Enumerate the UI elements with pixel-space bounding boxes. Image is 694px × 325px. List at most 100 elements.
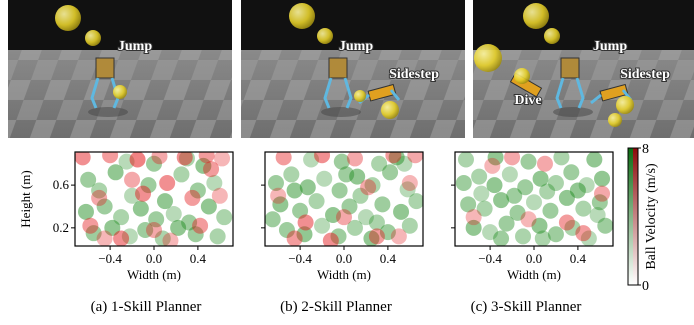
ball-point [130,151,146,167]
ball-point [133,201,149,217]
scene-content: JumpSidestep [241,0,465,138]
caption: (a) 1-Skill Planner [91,299,202,315]
ball [514,68,530,84]
scene-label: Jump [339,39,373,54]
ball-point [212,188,228,204]
ball-point [526,194,542,210]
ball-point [283,166,299,182]
ball-point [570,182,586,198]
ball-point [499,216,515,232]
ball-point [102,147,118,163]
ball-point [594,186,610,202]
ball-point [369,215,385,231]
figure: JumpJumpSidestepJumpSidestepDive−0.40.00… [0,0,694,320]
ball [381,101,399,119]
ball [544,28,560,44]
plot-area [75,147,233,248]
scene-content: JumpSidestepDive [473,0,694,138]
ball-point [270,188,286,204]
ball-point [537,156,553,172]
ball-point [82,218,98,234]
y-tick-label: 0.6 [53,177,70,192]
ball [616,96,634,114]
scene-label: Jump [593,39,627,54]
ball-point [135,186,151,202]
y-axis-label: Height (m) [18,170,33,227]
ball [55,5,81,31]
scene-content: Jump [8,0,232,138]
ball-point [535,231,551,247]
ball [289,3,315,29]
ball [317,28,333,44]
floor-checks [473,50,694,138]
ball [85,30,101,46]
scene-image: JumpSidestep [241,0,465,138]
scene-label: Dive [514,93,541,108]
x-tick-label: 0.0 [146,251,162,266]
ball-point [91,190,107,206]
ball-point [471,169,487,185]
ball [523,3,549,29]
scene-image: JumpSidestepDive [473,0,694,138]
robot-body [561,58,579,78]
scene-image: Jump [8,0,232,138]
ball-point [97,231,113,247]
ball-point [309,193,325,209]
ball-point [287,231,303,247]
ball-point [408,193,424,209]
page: JumpJumpSidestepJumpSidestepDive−0.40.00… [0,0,694,320]
plot-area [265,147,425,248]
ball-point [563,164,579,180]
ball-point [210,228,226,244]
ball-point [586,151,602,167]
ball-point [456,175,472,191]
x-tick-label: −0.4 [288,251,312,266]
colorbar-tick-label: 0 [642,279,649,294]
ball [113,85,127,99]
caption: (b) 2-Skill Planner [280,299,392,315]
ball-point [287,182,303,198]
ball-point [113,231,129,247]
ball-point [265,211,281,227]
robot-body [96,58,114,78]
ball-point [484,158,500,174]
ball-point [542,203,558,219]
ball-point [385,147,401,163]
ball-point [192,218,208,234]
ball-point [594,171,610,187]
ball-point [159,175,175,191]
robot-shadow [553,107,593,117]
caption: (c) 3-Skill Planner [471,299,582,315]
robot-body [329,58,347,78]
x-tick-label: −0.4 [98,251,122,266]
ball-point [298,215,314,231]
ball-point [203,161,219,177]
ball-point [173,166,189,182]
x-axis-label: Width (m) [317,267,371,282]
ball [474,44,502,72]
ball-point [559,215,575,231]
ball-point [393,204,409,220]
colorbar-label: Ball Velocity (m/s) [644,163,659,270]
ball-point [391,228,407,244]
ball-point [515,228,531,244]
ball-point [502,166,518,182]
floor-checks [241,50,465,138]
ball-point [316,171,332,187]
x-tick-label: 0.4 [190,251,207,266]
ball-point [151,148,167,164]
ball-point [487,177,503,193]
ball-point [374,196,390,212]
ball-point [458,151,474,167]
ball-point [539,184,555,200]
y-tick-label: 0.2 [53,220,69,235]
x-tick-label: 0.4 [380,251,397,266]
ball-point [590,207,606,223]
ball-point [493,231,509,247]
x-tick-label: 0.4 [570,251,587,266]
ball-point [166,206,182,222]
ball-point [314,218,330,234]
ball-point [124,172,140,188]
colorbar-strip [628,148,633,285]
ball-point [575,225,591,241]
